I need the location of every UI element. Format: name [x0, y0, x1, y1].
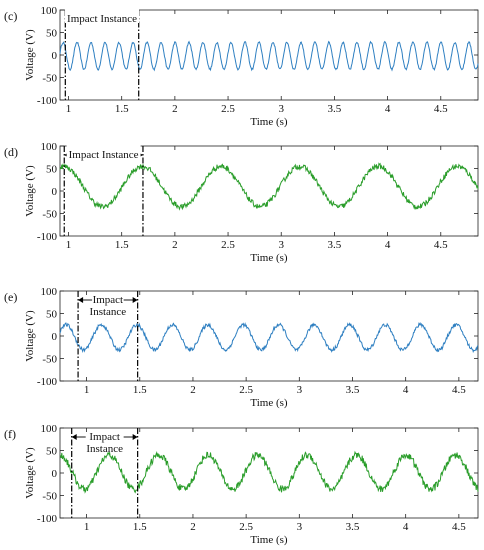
impact-label-line: Impact — [93, 294, 124, 306]
y-tick-label: 100 — [41, 286, 58, 298]
series-line — [59, 321, 479, 354]
series-line — [59, 40, 479, 72]
y-tick-label: -100 — [37, 376, 58, 388]
y-axis-label: Voltage (V) — [24, 310, 36, 362]
impact-label: Impact Instance — [69, 149, 139, 161]
x-tick-label: 4.5 — [452, 384, 466, 396]
panel-label: (e) — [4, 290, 17, 304]
impact-label-bg — [66, 145, 141, 159]
x-tick-label: 1 — [66, 103, 72, 115]
x-tick-label: 2.5 — [239, 384, 253, 396]
chart-panel-d: (d) 100 50 0 -50 -100 1 1.5 2 2.5 3 3.5 4 4.5 Time (s)… — [4, 141, 479, 264]
y-axis-label: Voltage (V) — [24, 29, 36, 81]
x-tick-label: 1.5 — [133, 521, 147, 533]
x-tick-label: 2.5 — [239, 521, 253, 533]
y-tick-label: 100 — [41, 141, 58, 153]
x-tick-label: 1.5 — [115, 103, 129, 115]
x-axis-label: Time (s) — [250, 397, 288, 409]
impact-label-line: Impact — [89, 431, 120, 443]
chart-panel-e: (e) 100 50 0 -50 -100 1 1.5 2 2.5 3 3.5 4 4.5 Time (s)… — [4, 286, 479, 409]
x-tick-label: 1 — [66, 239, 72, 251]
x-axis-label: Time (s) — [250, 116, 288, 128]
impact-label: Impact Instance — [67, 13, 137, 25]
y-tick-label: -100 — [37, 95, 58, 107]
panel-label: (f) — [4, 427, 16, 441]
chart-panel-c: (c) 100 50 0 -50 -100 1 1.5 2 2.5 3 3.5 4 4.5 Time (s)… — [4, 5, 479, 128]
y-tick-label: -50 — [42, 73, 57, 85]
panel-label: (d) — [4, 145, 18, 159]
y-tick-label: 0 — [52, 50, 58, 62]
x-tick-label: 2.5 — [221, 103, 235, 115]
impact-label: Impact Instance — [90, 294, 127, 318]
plot-frame — [59, 427, 479, 519]
impact-arrowhead-right — [132, 297, 138, 303]
x-tick-label: 4.5 — [434, 239, 448, 251]
y-tick-label: 50 — [46, 309, 58, 321]
impact-label-bg — [65, 9, 140, 23]
y-axis-label: Voltage (V) — [24, 165, 36, 217]
x-tick-label: 4.5 — [452, 521, 466, 533]
impact-arrowhead-left — [78, 297, 84, 303]
y-tick-label: -100 — [37, 513, 58, 525]
panel-label: (c) — [4, 9, 17, 23]
x-tick-label: 1.5 — [115, 239, 129, 251]
x-tick-label: 3.5 — [346, 521, 360, 533]
impact-arrowhead-left — [71, 434, 77, 440]
x-tick-label: 3 — [297, 384, 303, 396]
y-tick-label: 100 — [41, 423, 58, 435]
y-tick-label: 0 — [52, 186, 58, 198]
x-tick-label: 3 — [278, 103, 284, 115]
impact-label: Impact Instance — [86, 431, 123, 455]
x-tick-label: 2.5 — [221, 239, 235, 251]
series-line — [59, 450, 479, 494]
x-tick-label: 2 — [190, 384, 196, 396]
y-tick-label: 0 — [52, 331, 58, 343]
x-tick-label: 1 — [84, 521, 90, 533]
x-tick-label: 4 — [385, 103, 391, 115]
y-tick-label: 0 — [52, 468, 58, 480]
y-tick-label: 50 — [46, 28, 58, 40]
x-tick-label: 2 — [172, 239, 178, 251]
y-tick-label: -50 — [42, 209, 57, 221]
x-tick-label: 3.5 — [346, 384, 360, 396]
x-tick-label: 3.5 — [328, 103, 342, 115]
y-tick-label: -50 — [42, 354, 57, 366]
series-line — [59, 162, 479, 211]
x-tick-label: 3 — [278, 239, 284, 251]
y-tick-label: 100 — [41, 5, 58, 17]
x-tick-label: 1.5 — [133, 384, 147, 396]
impact-label-line: Instance — [90, 306, 127, 318]
chart-panel-f: (f) 100 50 0 -50 -100 1 1.5 2 2.5 3 3.5 4 4.5 Time (s)… — [4, 423, 479, 546]
x-tick-label: 3 — [297, 521, 303, 533]
y-tick-label: -100 — [37, 231, 58, 243]
x-tick-label: 3.5 — [328, 239, 342, 251]
y-tick-label: 50 — [46, 446, 58, 458]
impact-label-line: Instance — [86, 443, 123, 455]
x-axis-label: Time (s) — [250, 534, 288, 546]
x-tick-label: 4.5 — [434, 103, 448, 115]
y-tick-label: -50 — [42, 491, 57, 503]
x-tick-label: 4 — [403, 384, 409, 396]
impact-arrowhead-right — [132, 434, 138, 440]
x-tick-label: 2 — [172, 103, 178, 115]
x-axis-label: Time (s) — [250, 252, 288, 264]
y-axis-label: Voltage (V) — [24, 447, 36, 499]
y-tick-label: 50 — [46, 164, 58, 176]
x-tick-label: 2 — [190, 521, 196, 533]
x-tick-label: 4 — [385, 239, 391, 251]
x-tick-label: 4 — [403, 521, 409, 533]
x-tick-label: 1 — [84, 384, 90, 396]
